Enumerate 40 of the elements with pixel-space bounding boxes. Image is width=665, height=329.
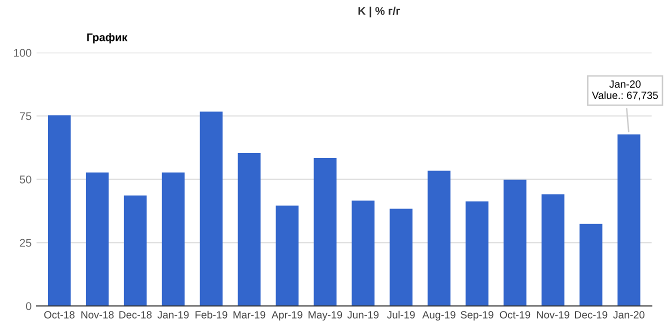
bar [86, 172, 109, 306]
x-tick-label: Oct-19 [500, 311, 530, 318]
text: K | % г/г [358, 6, 400, 18]
y-tick-label: 0 [26, 302, 32, 310]
x-tick-label: Jun-19 [347, 311, 379, 318]
bar [48, 115, 71, 306]
y-tick-label: 25 [20, 238, 32, 247]
x-tick-label: May-19 [308, 311, 342, 321]
bar [124, 196, 147, 306]
bar [580, 224, 602, 306]
y-tick-label: 50 [20, 176, 32, 184]
x-tick-label: Nov-18 [81, 311, 114, 318]
bar [314, 158, 337, 306]
x-tick-label: Nov-19 [537, 311, 570, 318]
bar [352, 200, 375, 306]
bar [618, 134, 640, 306]
bar [390, 208, 412, 306]
bar [238, 152, 261, 306]
y-tick-label: 75 [20, 112, 32, 120]
x-tick-label: Mar-19 [234, 311, 266, 318]
bar [162, 172, 185, 306]
x-tick-label: Jul-19 [387, 310, 415, 318]
bar [276, 206, 299, 306]
bar [542, 194, 564, 306]
x-tick-label: Oct-18 [44, 311, 75, 318]
bar [504, 180, 526, 306]
bar [466, 201, 488, 306]
bar [200, 112, 223, 306]
x-tick-label: Apr-19 [272, 311, 302, 321]
x-tick-label: Sep-19 [460, 311, 494, 321]
chart-title: График [87, 33, 128, 44]
x-tick-label: Jan-20 [613, 311, 644, 318]
annotation: Jan-20 Value.: 67,735 [592, 80, 658, 100]
x-tick-label: Jan-19 [158, 311, 189, 318]
x-tick-label: Dec-19 [575, 311, 608, 318]
x-tick-label: Aug-19 [422, 311, 456, 321]
x-tick-label: Dec-18 [119, 311, 152, 318]
y-tick-label: 100 [14, 48, 32, 57]
bar [428, 170, 450, 306]
x-tick-label: Feb-19 [196, 310, 228, 318]
